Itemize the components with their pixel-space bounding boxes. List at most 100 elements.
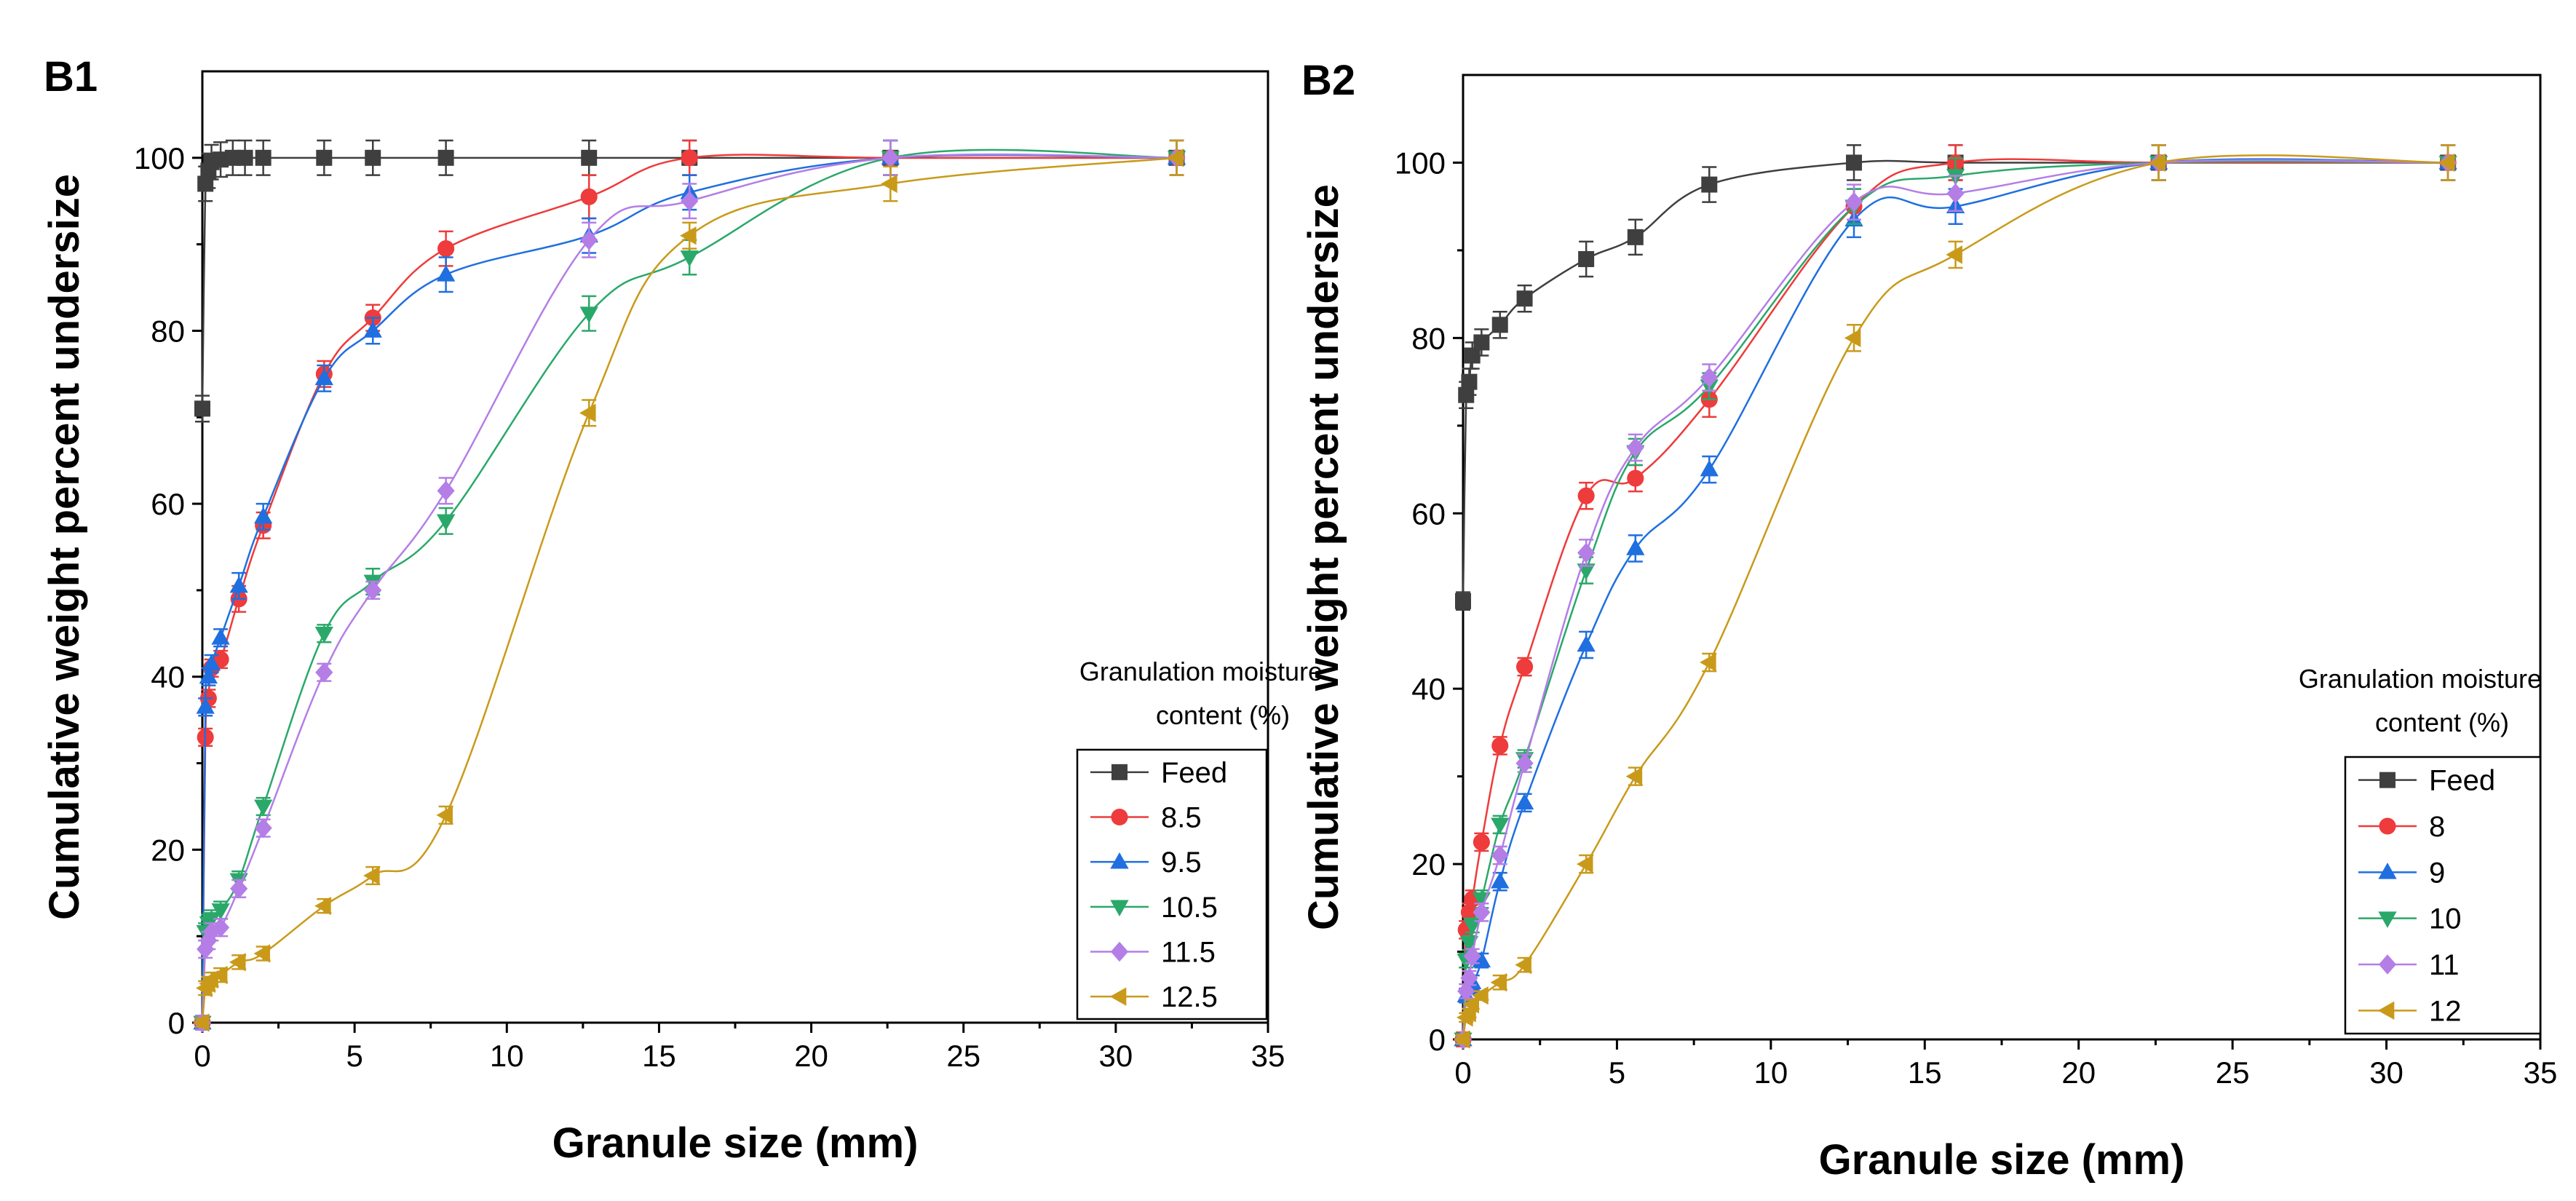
y-axis-title: Cumulative weight percent undersize [41,174,88,920]
data-point [1515,955,1531,975]
legend-marker [1111,764,1128,780]
x-tick-label: 35 [2524,1055,2558,1090]
data-point [316,149,333,166]
legend-label: 10.5 [1161,892,1218,924]
data-point [681,191,699,211]
x-tick-label: 0 [1454,1055,1471,1090]
data-point [1625,766,1643,786]
legend-marker [2377,1001,2395,1020]
data-point [1700,459,1719,477]
data-point [1461,373,1478,390]
y-tick-label: 60 [1411,496,1446,531]
y-tick-label: 100 [1395,146,1446,180]
data-point [237,149,253,166]
chart-panel-1: B1 0 5 10 15 20 25 30 35 0 20 40 60 80 100 Granule size… [41,53,1323,1167]
series-9 [1454,144,2457,1047]
data-point [1455,592,1471,609]
y-axis-title: Cumulative weight percent undersize [1300,184,1347,930]
data-point [1459,936,1479,953]
legend-title-line2: content (%) [1156,700,1290,730]
y-tick-label: 0 [168,1006,185,1040]
data-point [1946,183,1965,204]
series-8 [1454,144,2457,1048]
series-12 [1453,144,2456,1049]
data-point [1453,1030,1470,1049]
data-point [437,149,454,166]
data-point [1627,229,1644,245]
data-point [1844,328,1861,348]
data-point [202,912,221,929]
data-point [1515,793,1534,810]
x-tick-label: 20 [794,1039,828,1073]
data-point [881,174,897,194]
data-point [1577,635,1596,652]
series-10.5 [193,139,1186,1033]
legend-label: 9 [2429,857,2445,889]
data-point [1846,154,1863,171]
x-axis-title: Granule size (mm) [552,1119,919,1167]
y-tick-label: 20 [151,833,185,867]
data-point [1515,753,1534,774]
data-point [437,240,455,258]
chart-panel-2: B2 0 5 10 15 20 25 30 35 0 20 40 60 80 100 Granule size… [1300,57,2557,1184]
legend-label: Feed [2429,765,2495,797]
data-point [1491,817,1510,835]
legend-label: 12 [2429,995,2462,1027]
panel-label: B1 [44,53,98,100]
data-point [1946,245,1962,264]
data-point [1464,347,1481,364]
legend-marker [1110,941,1129,962]
data-point [224,149,241,166]
data-point [194,400,210,417]
data-point [363,866,380,885]
data-point [364,580,382,600]
data-point [1576,855,1593,873]
x-tick-label: 35 [1251,1039,1285,1073]
x-tick-label: 25 [946,1039,980,1073]
series-line [1462,159,2449,601]
series-12.5 [192,139,1184,1032]
series-line [1462,159,2449,1040]
legend-label: Feed [1161,757,1227,789]
data-point [1472,986,1489,1005]
legend-label: 8.5 [1161,802,1202,834]
data-point [1460,967,1478,988]
data-point [363,321,382,338]
data-point [211,628,230,645]
data-point [254,507,273,524]
y-tick-label: 80 [151,314,185,348]
legend-label: 11.5 [1161,937,1216,969]
data-point [199,667,218,684]
data-point [314,368,333,386]
data-point [1491,317,1508,333]
y-tick-label: 80 [1411,321,1446,355]
x-tick-label: 15 [1908,1055,1942,1090]
data-point [680,250,699,267]
data-point [1463,946,1481,967]
data-point [580,229,598,250]
x-tick-label: 30 [2369,1055,2403,1090]
x-tick-label: 15 [642,1039,676,1073]
y-tick-label: 40 [1411,672,1446,706]
data-point [229,576,248,593]
data-point [314,896,331,916]
series-line [201,154,1177,1023]
data-point [2438,153,2455,173]
data-point [213,151,229,168]
data-point [579,306,598,323]
data-point [436,514,456,531]
data-point [436,265,456,282]
legend-label: 12.5 [1161,981,1218,1013]
data-point [1516,658,1534,675]
panel-label: B2 [1301,57,1355,104]
y-tick-label: 60 [151,487,185,521]
data-point [1700,653,1716,672]
legend-marker [2378,863,2397,879]
legend-marker [2378,954,2397,975]
legend-marker [2379,772,2395,788]
legend-marker [1110,900,1129,917]
x-axis-title: Granule size (mm) [1819,1136,2185,1184]
series-line [1462,158,2449,1040]
legend-label: 9.5 [1161,847,1202,879]
